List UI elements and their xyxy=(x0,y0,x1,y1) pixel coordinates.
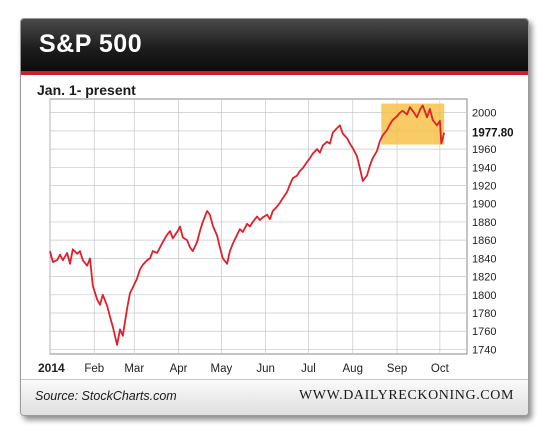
y-tick-label: 1960 xyxy=(472,144,496,156)
x-tick-label: Oct xyxy=(431,363,450,375)
y-tick-label: 1900 xyxy=(472,199,496,211)
y-tick-label: 1820 xyxy=(472,272,496,284)
chart-header: S&P 500 xyxy=(21,19,528,71)
y-tick-label: 1940 xyxy=(472,162,496,174)
y-tick-label: 1860 xyxy=(472,235,496,247)
y-tick-label: 1840 xyxy=(472,253,496,265)
y-tick-label: 1760 xyxy=(472,326,496,338)
sp500-series-line xyxy=(49,104,446,346)
y-tick-label: 1740 xyxy=(472,344,496,356)
x-tick-label: Mar xyxy=(124,363,144,375)
date-range-label: Jan. 1- present xyxy=(37,82,136,98)
y-tick-label: 2000 xyxy=(472,108,496,120)
chart-title: S&P 500 xyxy=(39,30,143,58)
x-tick-label: Jul xyxy=(301,363,316,375)
y-tick-label: 1780 xyxy=(472,308,496,320)
y-tick-label: 1800 xyxy=(472,290,496,302)
last-value-label: 1977.80 xyxy=(472,128,514,140)
x-tick-label: Apr xyxy=(170,363,188,375)
source-credit: Source: StockCharts.com xyxy=(35,389,177,403)
chart-card: S&P 500 Jan. 1- present 1740 1760 1780 1800… xyxy=(20,18,529,416)
x-tick-label: May xyxy=(211,363,233,375)
sp500-line-chart: 1740 1760 1780 1800 1820 1840 1860 1880 1900 1920… xyxy=(38,98,514,375)
x-tick-label: Sep xyxy=(387,363,407,375)
x-tick-label: Feb xyxy=(84,363,104,375)
y-tick-label: 1920 xyxy=(472,181,496,193)
y-tick-label: 1880 xyxy=(472,217,496,229)
header-accent-strip xyxy=(21,71,528,75)
x-tick-label: 2014 xyxy=(38,361,65,375)
website-url: WWW.DAILYRECKONING.COM xyxy=(298,388,514,403)
x-tick-label: Aug xyxy=(343,363,363,375)
chart-footer: Source: StockCharts.com WWW.DAILYRECKONI… xyxy=(21,379,528,415)
x-tick-label: Jun xyxy=(256,363,275,375)
